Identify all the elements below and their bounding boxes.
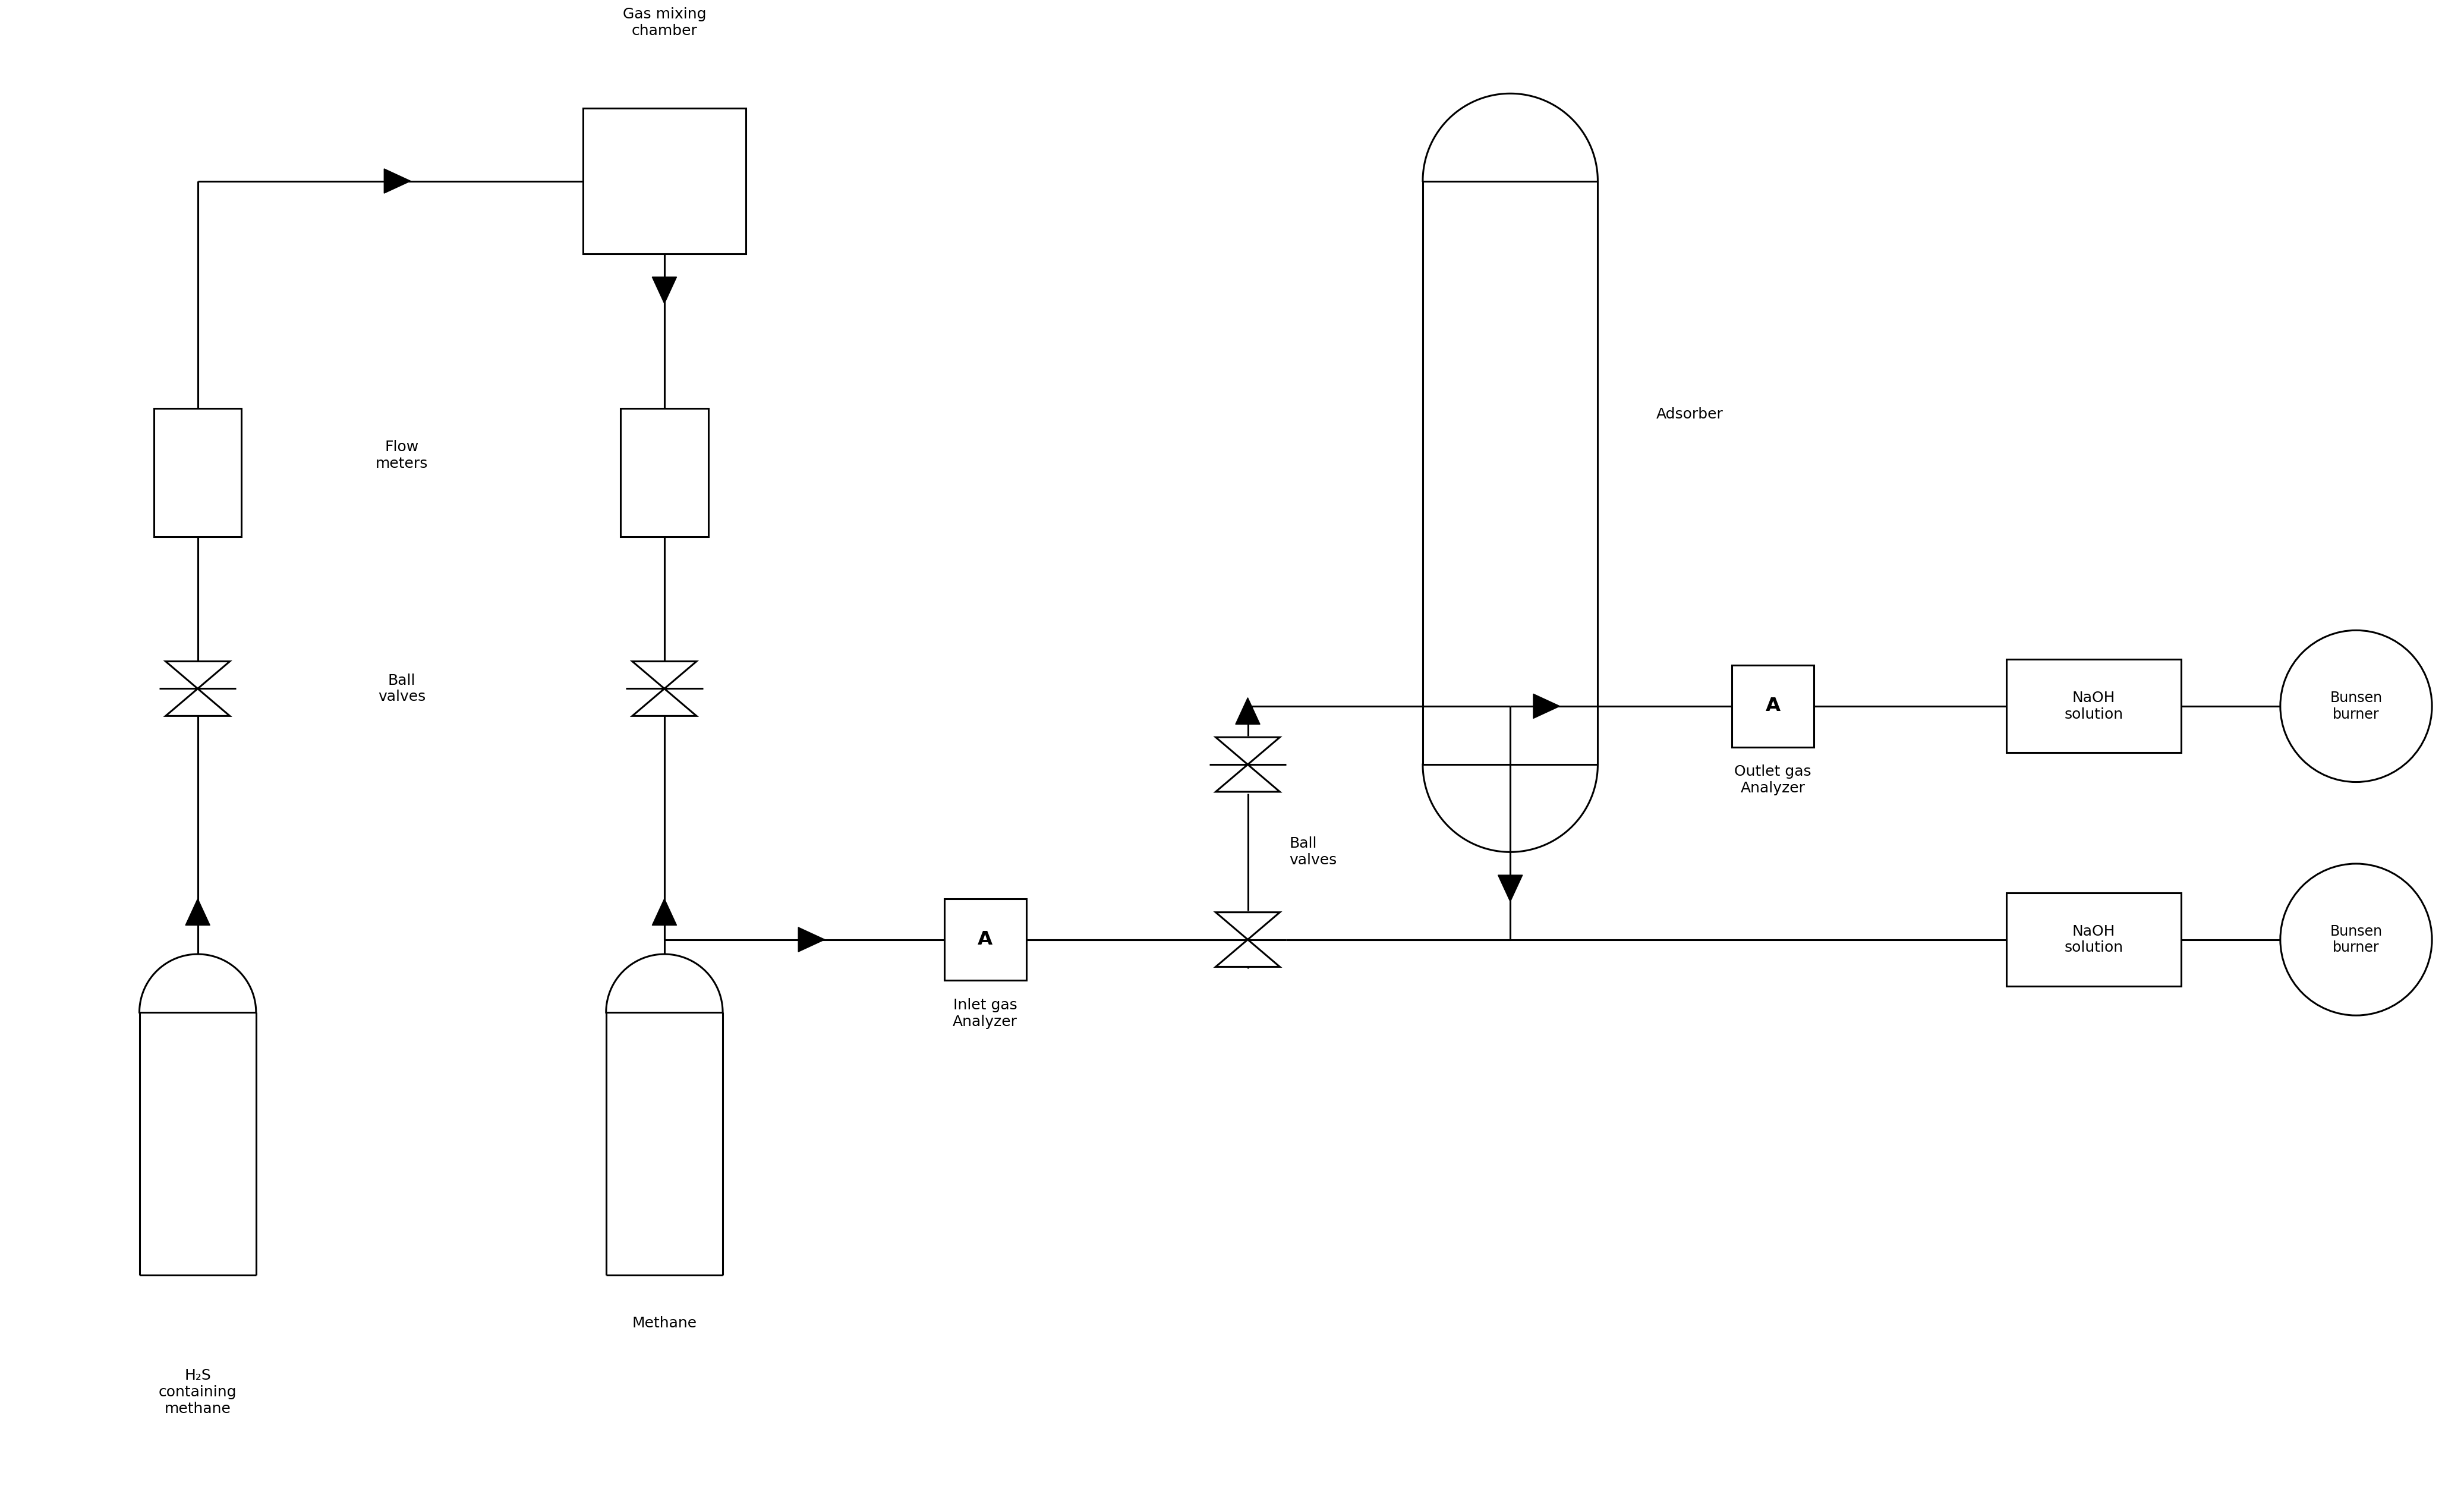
Text: A: A — [1764, 697, 1779, 716]
Polygon shape — [165, 662, 229, 689]
Bar — [582, 108, 747, 255]
Polygon shape — [798, 927, 825, 951]
Polygon shape — [1498, 875, 1523, 902]
Polygon shape — [653, 277, 678, 304]
Polygon shape — [1215, 764, 1279, 792]
Circle shape — [2279, 864, 2432, 1016]
Polygon shape — [1215, 912, 1279, 939]
Text: Ball
valves: Ball valves — [377, 673, 426, 704]
Text: H₂S
containing
methane: H₂S containing methane — [158, 1368, 237, 1416]
Bar — [944, 899, 1025, 980]
Text: Inlet gas
Analyzer: Inlet gas Analyzer — [954, 998, 1018, 1029]
Polygon shape — [1234, 698, 1259, 724]
Text: A: A — [978, 930, 993, 948]
Polygon shape — [633, 662, 697, 689]
Text: Gas mixing
chamber: Gas mixing chamber — [623, 7, 707, 37]
Polygon shape — [185, 899, 209, 926]
Text: Outlet gas
Analyzer: Outlet gas Analyzer — [1735, 764, 1811, 795]
Polygon shape — [165, 689, 229, 716]
Bar — [153, 409, 241, 536]
Bar — [621, 409, 707, 536]
Text: Flow
meters: Flow meters — [375, 440, 429, 470]
Text: Bunsen
burner: Bunsen burner — [2331, 924, 2383, 954]
Text: Adsorber: Adsorber — [1656, 407, 1722, 421]
Circle shape — [2279, 631, 2432, 782]
Polygon shape — [653, 899, 678, 926]
Polygon shape — [1215, 737, 1279, 764]
Text: NaOH
solution: NaOH solution — [2065, 691, 2124, 722]
Polygon shape — [384, 169, 411, 193]
Polygon shape — [633, 689, 697, 716]
Bar — [2006, 659, 2181, 753]
Text: Methane: Methane — [631, 1315, 697, 1330]
Text: Ball
valves: Ball valves — [1289, 837, 1338, 867]
Bar — [1732, 665, 1814, 748]
Text: NaOH
solution: NaOH solution — [2065, 924, 2124, 954]
Bar — [2006, 893, 2181, 986]
Polygon shape — [1215, 939, 1279, 966]
Polygon shape — [1533, 694, 1560, 719]
Text: Bunsen
burner: Bunsen burner — [2331, 691, 2383, 722]
